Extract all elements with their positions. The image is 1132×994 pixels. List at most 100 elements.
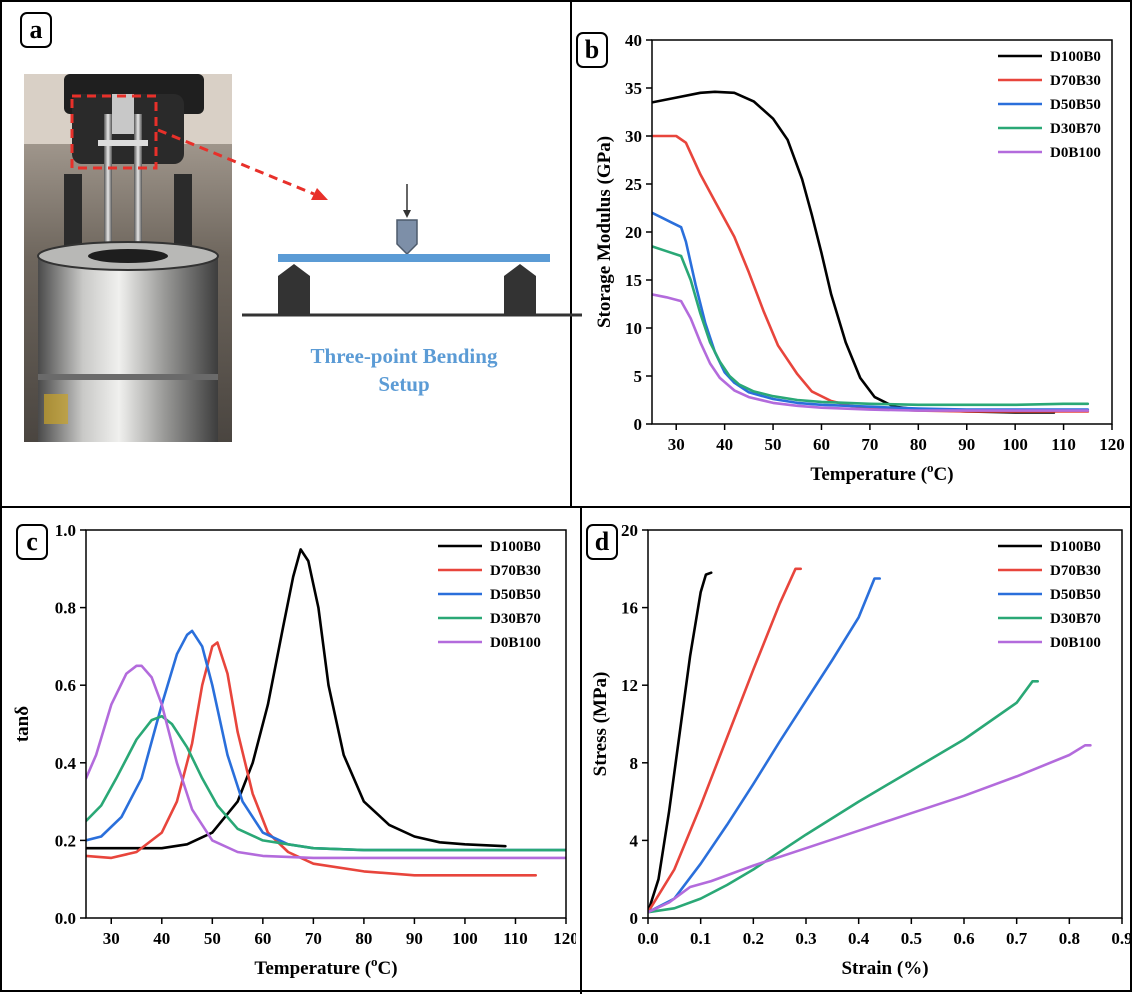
x-tick-label: 0.1 bbox=[690, 929, 711, 948]
loading-nose bbox=[396, 219, 418, 256]
x-tick-label: 0.4 bbox=[848, 929, 870, 948]
series-line-d70b30 bbox=[648, 567, 802, 914]
y-tick-label: 0.6 bbox=[55, 676, 76, 695]
horizontal-divider bbox=[2, 506, 1132, 508]
x-tick-label: 80 bbox=[355, 929, 372, 948]
legend-label-d30b70: D30B70 bbox=[1050, 121, 1101, 137]
x-tick-label: 120 bbox=[553, 929, 576, 948]
series-group bbox=[648, 567, 1092, 914]
y-tick-label: 20 bbox=[625, 223, 642, 242]
panel-label-d: d bbox=[586, 524, 618, 560]
stress-strain-chart: 0.0 0.1 0.2 0.3 0.4 0.5 0.6 0.7 0.8 0.9 0 4 8 12 16 20 S… bbox=[586, 518, 1132, 988]
series-line-d0b100 bbox=[86, 664, 566, 860]
y-tick-label: 10 bbox=[625, 319, 642, 338]
x-tick-label: 50 bbox=[204, 929, 221, 948]
series-group bbox=[86, 548, 566, 877]
legend-label-d30b70: D30B70 bbox=[490, 611, 541, 627]
y-tick-label: 5 bbox=[634, 367, 643, 386]
left-support bbox=[278, 264, 310, 314]
series-line-d100b0 bbox=[652, 90, 1056, 414]
legend-label-d100b0: D100B0 bbox=[490, 539, 541, 555]
x-tick-label: 120 bbox=[1099, 435, 1125, 454]
setup-caption-line1: Three-point Bending bbox=[310, 344, 498, 368]
setup-caption: Three-point Bending Setup bbox=[264, 342, 544, 398]
y-tick-label: 16 bbox=[621, 599, 638, 618]
y-tick-label: 4 bbox=[630, 831, 639, 850]
x-tick-label: 40 bbox=[153, 929, 170, 948]
y-tick-label: 40 bbox=[625, 31, 642, 50]
x-tick-label: 60 bbox=[813, 435, 830, 454]
series-line-d30b70 bbox=[86, 714, 566, 852]
legend-label-d70b30: D70B30 bbox=[490, 563, 541, 579]
y-tick-label: 8 bbox=[630, 754, 639, 773]
x-axis-label: Temperature (oC) bbox=[254, 954, 397, 979]
series-group bbox=[652, 90, 1090, 414]
chart-c-svg: 30 40 50 60 70 80 90 100 110 120 0.0 0.2 0.4 0.6 0.8 1.… bbox=[12, 521, 579, 979]
x-tick-label: 110 bbox=[1051, 435, 1076, 454]
legend-label-d30b70: D30B70 bbox=[1050, 611, 1101, 627]
x-axis-label-text: Temperature ( bbox=[254, 958, 371, 979]
legend-label-d50b50: D50B50 bbox=[1050, 97, 1101, 113]
legend-label-d0b100: D0B100 bbox=[1050, 145, 1101, 161]
storage-modulus-chart: 30 40 50 60 70 80 90 100 110 120 0 5 10 15 20 25 30 35 40 T… bbox=[590, 28, 1130, 504]
x-tick-label: 30 bbox=[103, 929, 120, 948]
x-axis-label-sup: o bbox=[927, 460, 934, 475]
series-line-d50b50 bbox=[652, 211, 1090, 411]
panel-label-b: b bbox=[576, 32, 608, 68]
y-tick-label: 12 bbox=[621, 676, 638, 695]
plot-frame bbox=[647, 529, 1123, 919]
legend-label-d50b50: D50B50 bbox=[1050, 587, 1101, 603]
x-tick-label: 40 bbox=[716, 435, 733, 454]
series-line-d100b0 bbox=[648, 571, 713, 914]
x-tick-label: 0.9 bbox=[1111, 929, 1130, 948]
legend-label-d0b100: D0B100 bbox=[1050, 635, 1101, 651]
vertical-divider-bottom bbox=[580, 506, 582, 994]
x-tick-label: 100 bbox=[1002, 435, 1028, 454]
x-tick-label: 0.5 bbox=[901, 929, 922, 948]
x-tick-label: 0.7 bbox=[1006, 929, 1028, 948]
y-tick-label: 1.0 bbox=[55, 521, 76, 540]
series-line-d30b70 bbox=[648, 680, 1039, 914]
series-line-d50b50 bbox=[648, 577, 881, 914]
x-tick-label: 30 bbox=[668, 435, 685, 454]
panel-label-a: a bbox=[20, 12, 52, 48]
x-tick-label: 90 bbox=[406, 929, 423, 948]
x-axis-label-sup: o bbox=[371, 954, 378, 969]
chart-b-svg: 30 40 50 60 70 80 90 100 110 120 0 5 10 15 20 25 30 35 40 T… bbox=[594, 31, 1125, 485]
specimen-beam bbox=[278, 254, 550, 262]
x-axis-label-tail: C) bbox=[934, 464, 954, 485]
series-line-d0b100 bbox=[652, 293, 1090, 412]
x-tick-label: 0.3 bbox=[795, 929, 816, 948]
x-tick-label: 0.2 bbox=[743, 929, 764, 948]
y-tick-label: 0 bbox=[634, 415, 643, 434]
legend-label-d100b0: D100B0 bbox=[1050, 539, 1101, 555]
y-tick-label: 0 bbox=[630, 909, 639, 928]
series-line-d30b70 bbox=[652, 245, 1090, 407]
x-tick-label: 0.6 bbox=[953, 929, 974, 948]
zoom-callout bbox=[70, 94, 328, 200]
vertical-divider-top bbox=[570, 2, 572, 506]
legend-label-d70b30: D70B30 bbox=[1050, 563, 1101, 579]
y-tick-label: 20 bbox=[621, 521, 638, 540]
legend-label-d70b30: D70B30 bbox=[1050, 73, 1101, 89]
tan-delta-chart: 30 40 50 60 70 80 90 100 110 120 0.0 0.2 0.4 0.6 0.8 1.… bbox=[8, 518, 579, 988]
x-tick-label: 80 bbox=[910, 435, 927, 454]
x-tick-label: 90 bbox=[958, 435, 975, 454]
series-line-d100b0 bbox=[86, 548, 507, 850]
x-axis-label: Strain (%) bbox=[841, 958, 928, 979]
chart-d-svg: 0.0 0.1 0.2 0.3 0.4 0.5 0.6 0.7 0.8 0.9 0 4 8 12 16 20 S… bbox=[590, 521, 1132, 979]
x-tick-label: 100 bbox=[452, 929, 478, 948]
x-tick-label: 70 bbox=[305, 929, 322, 948]
plot-frame bbox=[85, 529, 567, 919]
x-axis-label-text: Temperature ( bbox=[810, 464, 927, 485]
dma-fixture-photo bbox=[24, 74, 232, 442]
y-tick-label: 25 bbox=[625, 175, 642, 194]
x-tick-label: 110 bbox=[503, 929, 528, 948]
series-line-d70b30 bbox=[86, 641, 537, 877]
series-line-d70b30 bbox=[652, 134, 1090, 413]
x-tick-label: 0.8 bbox=[1059, 929, 1080, 948]
x-tick-label: 70 bbox=[861, 435, 878, 454]
three-point-bending-diagram bbox=[242, 184, 582, 317]
y-tick-label: 15 bbox=[625, 271, 642, 290]
